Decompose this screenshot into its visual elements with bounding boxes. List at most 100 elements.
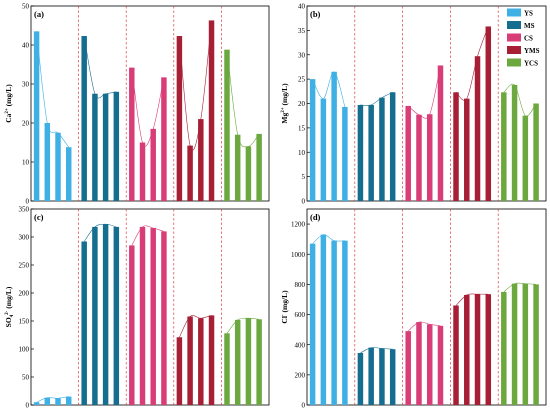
y-tick-label: 0: [26, 198, 30, 206]
bar-cs: [161, 77, 167, 201]
bar-yms: [176, 337, 183, 405]
bar-ms: [81, 36, 87, 201]
y-tick-label: 20: [22, 120, 30, 128]
panel-b: 0 5 10 15 20 25 30 35 40 (b) Mg2+ (mg/L): [280, 3, 547, 206]
bar-yms: [176, 36, 183, 201]
y-tick-label: 1200: [291, 221, 306, 229]
y-tick-label: 30: [298, 51, 306, 59]
bar-ms: [389, 92, 396, 201]
bar-ycs: [511, 283, 518, 405]
bar-ys: [320, 234, 327, 405]
bar-ys: [65, 396, 72, 405]
y-tick-label: 150: [19, 318, 30, 326]
y-axis-title: Cl- (mg/L): [280, 290, 289, 324]
y-tick-label: 10: [298, 149, 306, 157]
bar-cs: [416, 322, 422, 405]
trend-line-cs: [408, 321, 441, 332]
y-tick-label: 400: [295, 341, 306, 349]
bar-ys: [44, 123, 51, 201]
legend-swatch-ms: [507, 21, 521, 29]
legend-label-ys: YS: [524, 10, 533, 18]
panel-label: (c): [34, 212, 44, 222]
trend-line-ycs: [503, 83, 537, 117]
trend-line-cs: [131, 67, 165, 147]
bar-ms: [113, 226, 120, 405]
bar-ys: [342, 240, 348, 405]
bar-yms: [453, 305, 459, 405]
bar-ycs: [224, 333, 230, 405]
bar-cs: [150, 128, 156, 201]
legend-label-yms: YMS: [524, 47, 540, 55]
bar-ycs: [501, 291, 507, 405]
bar-ys: [320, 98, 327, 201]
bar-cs: [161, 231, 167, 405]
y-axis-title: SO42- (mg/L): [4, 286, 15, 327]
y-axis-title: Mg2+ (mg/L): [280, 83, 289, 124]
legend-label-ms: MS: [524, 22, 535, 30]
trend-line-cs: [131, 225, 165, 246]
bar-cs: [129, 67, 135, 202]
trend-line-ms: [360, 92, 393, 106]
y-tick-label: 0: [302, 198, 306, 206]
bar-ys: [331, 71, 337, 201]
y-tick-label: 25: [298, 76, 306, 84]
y-tick-label: 600: [295, 311, 306, 319]
y-tick-label: 800: [295, 281, 306, 289]
bar-cs: [416, 114, 422, 201]
trend-line-ys: [36, 396, 69, 403]
bar-ms: [92, 93, 98, 201]
bar-cs: [437, 325, 444, 405]
panel-label: (a): [34, 9, 44, 19]
y-tick-label: 40: [22, 42, 30, 50]
y-tick-label: 5: [302, 173, 306, 181]
bar-ycs: [501, 92, 507, 201]
bar-yms: [187, 145, 193, 201]
bar-ys: [65, 147, 72, 201]
y-tick-label: 1000: [291, 251, 306, 259]
y-tick-label: 0: [26, 402, 30, 410]
y-tick-label: 50: [22, 3, 30, 11]
bar-ms: [357, 352, 364, 405]
y-tick-label: 20: [298, 100, 306, 108]
bar-cs: [405, 331, 411, 405]
trend-line-yms: [455, 26, 489, 101]
trend-line-ycs: [226, 49, 260, 148]
bar-ycs: [234, 319, 241, 405]
bar-ys: [309, 243, 316, 405]
bar-ms: [92, 226, 98, 405]
bar-ms: [389, 349, 396, 405]
legend-label-cs: CS: [524, 35, 533, 43]
bar-ms: [81, 241, 87, 405]
legend-swatch-yms: [507, 46, 521, 54]
y-tick-label: 10: [22, 159, 30, 167]
bar-yms: [474, 56, 481, 202]
plot-frame: [30, 5, 270, 202]
bar-ys: [44, 397, 51, 405]
y-tick-label: 40: [298, 3, 306, 11]
bar-yms: [208, 20, 215, 202]
bar-ycs: [522, 115, 529, 201]
bar-cs: [139, 142, 146, 201]
bar-yms: [187, 316, 193, 405]
bar-ms: [102, 93, 109, 201]
bar-ms: [102, 224, 109, 405]
y-tick-label: 300: [19, 234, 30, 242]
plot-frame: [30, 208, 270, 406]
bar-ycs: [511, 84, 518, 201]
bar-ycs: [234, 134, 241, 201]
trend-line-ys: [312, 234, 345, 244]
legend-swatch-cs: [507, 33, 521, 42]
y-tick-label: 200: [295, 371, 306, 379]
trend-line-ys: [36, 31, 69, 148]
bar-ys: [342, 106, 348, 201]
legend-swatch-ycs: [507, 58, 521, 67]
panel-c: 0 50 100 150 200 250 300 350 (c) SO42- (mg/L): [4, 206, 270, 410]
y-tick-label: 30: [22, 81, 30, 89]
legend: YS MS CS YMS YCS: [507, 8, 540, 68]
trend-line-yms: [455, 293, 489, 306]
y-tick-label: 200: [19, 290, 30, 298]
bar-ycs: [533, 103, 539, 201]
trend-line-ms: [360, 347, 393, 354]
bar-ys: [33, 402, 40, 405]
